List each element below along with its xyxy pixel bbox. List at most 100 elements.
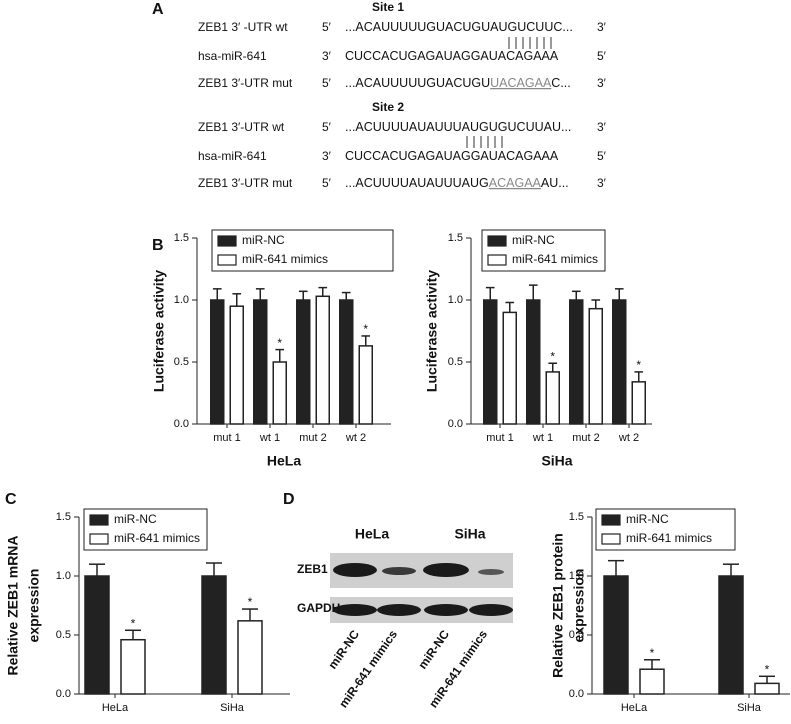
bar	[545, 371, 560, 425]
y-tick-label: 0.0	[448, 418, 463, 430]
sequence-part: AU...	[541, 176, 569, 190]
sequence-name: ZEB1 3′ -UTR wt	[198, 20, 288, 34]
legend-swatch	[89, 533, 109, 545]
x-tick-label: wt 1	[532, 432, 553, 444]
legend-swatch	[217, 235, 237, 247]
significance-mark: *	[131, 616, 136, 630]
lane-label: miR-NC	[415, 627, 452, 671]
legend-label: miR-641 mimics	[242, 252, 328, 266]
x-axis-label: HeLa	[267, 453, 301, 469]
y-axis-label: expression	[26, 569, 42, 643]
panel-label: D	[283, 491, 295, 508]
x-axis-label: SiHa	[541, 453, 572, 469]
strand-end: 3′	[597, 120, 607, 134]
x-tick-label: wt 2	[618, 432, 639, 444]
y-tick-label: 0.5	[569, 629, 584, 641]
sequence-part: ...ACAUUUUUGUACUGU	[345, 76, 490, 90]
bar	[253, 299, 268, 425]
bar	[358, 345, 373, 425]
bar	[754, 682, 780, 695]
mutated-sequence: UACAGAA	[490, 76, 552, 90]
site-title: Site 2	[372, 100, 404, 114]
site-title: Site 1	[372, 0, 404, 14]
bar	[483, 299, 498, 425]
bar	[588, 307, 603, 425]
mutated-sequence: ACAGAA	[489, 176, 542, 190]
legend-label: miR-641 mimics	[114, 531, 200, 545]
sequence: ...ACUUUUAUAUUUAUGACAGAAAU...	[345, 176, 569, 190]
sequence-part: CUCCACUGAGAUAGGAUACAGAAA	[345, 149, 559, 163]
legend-label: miR-NC	[242, 233, 285, 247]
sequence-part: CUCCACUGAGAUAGGAUACAGAAA	[345, 49, 559, 63]
sequence-part: ...ACUUUUAUAUUUAUGUGUCUUAU...	[345, 120, 571, 134]
significance-mark: *	[248, 595, 253, 609]
band	[382, 567, 416, 575]
blot	[330, 553, 513, 623]
bar	[272, 361, 287, 425]
strand-end: 3′	[597, 76, 607, 90]
y-tick-label: 1.0	[174, 294, 189, 306]
y-tick-label: 1.5	[569, 511, 584, 523]
band	[333, 604, 377, 616]
legend-label: miR-NC	[512, 233, 555, 247]
band	[423, 563, 469, 577]
bar	[201, 575, 227, 695]
y-tick-label: 0.5	[174, 356, 189, 368]
legend-swatch	[487, 235, 507, 247]
x-tick-label: wt 2	[345, 432, 366, 444]
y-axis-label: expression	[571, 569, 587, 643]
significance-mark: *	[277, 336, 282, 350]
sequence-name: ZEB1 3′-UTR mut	[198, 76, 293, 90]
significance-mark: *	[650, 646, 655, 660]
strand-end: 5′	[597, 149, 607, 163]
sequence: CUCCACUGAGAUAGGAUACAGAAA	[345, 149, 559, 163]
y-tick-label: 1.5	[448, 232, 463, 244]
y-tick-label: 0.0	[56, 688, 71, 700]
significance-mark: *	[765, 662, 770, 676]
y-tick-label: 1.0	[56, 570, 71, 582]
significance-mark: *	[636, 358, 641, 372]
x-tick-label: mut 2	[572, 432, 600, 444]
strand-end: 5′	[322, 120, 332, 134]
bar	[339, 299, 354, 425]
bar	[237, 620, 263, 695]
y-tick-label: 0.5	[448, 356, 463, 368]
sequence-part: C...	[551, 76, 570, 90]
y-tick-label: 1.5	[174, 232, 189, 244]
bar	[229, 305, 244, 425]
cell-line-label: SiHa	[454, 526, 485, 542]
y-axis-label: Relative ZEB1 protein	[550, 533, 566, 678]
x-tick-label: SiHa	[220, 702, 245, 714]
x-tick-label: wt 1	[259, 432, 280, 444]
bar	[526, 299, 541, 425]
strand-end: 5′	[322, 176, 332, 190]
x-tick-label: mut 1	[486, 432, 514, 444]
y-tick-label: 1.0	[448, 294, 463, 306]
band	[333, 563, 377, 577]
legend-label: miR-NC	[626, 512, 669, 526]
legend-swatch	[601, 533, 621, 545]
protein-label: ZEB1	[297, 562, 328, 576]
bar	[84, 575, 110, 695]
x-tick-label: HeLa	[102, 702, 129, 714]
band	[478, 569, 504, 575]
significance-mark: *	[550, 349, 555, 363]
legend-swatch	[601, 514, 621, 526]
x-tick-label: HeLa	[621, 702, 648, 714]
legend-swatch	[487, 254, 507, 266]
lane-label: miR-NC	[325, 627, 362, 671]
bar	[296, 299, 311, 425]
pairing-lines	[466, 37, 552, 148]
cell-line-label: HeLa	[355, 526, 389, 542]
strand-end: 3′	[597, 176, 607, 190]
bar	[120, 638, 146, 695]
bar	[631, 381, 646, 425]
bar	[639, 668, 665, 695]
sequence: ...ACAUUUUUGUACUGUUACAGAAC...	[345, 76, 571, 90]
legend-label: miR-NC	[114, 512, 157, 526]
legend-box	[211, 229, 394, 272]
bar	[612, 299, 627, 425]
strand-end: 5′	[322, 76, 332, 90]
legend-swatch	[217, 254, 237, 266]
